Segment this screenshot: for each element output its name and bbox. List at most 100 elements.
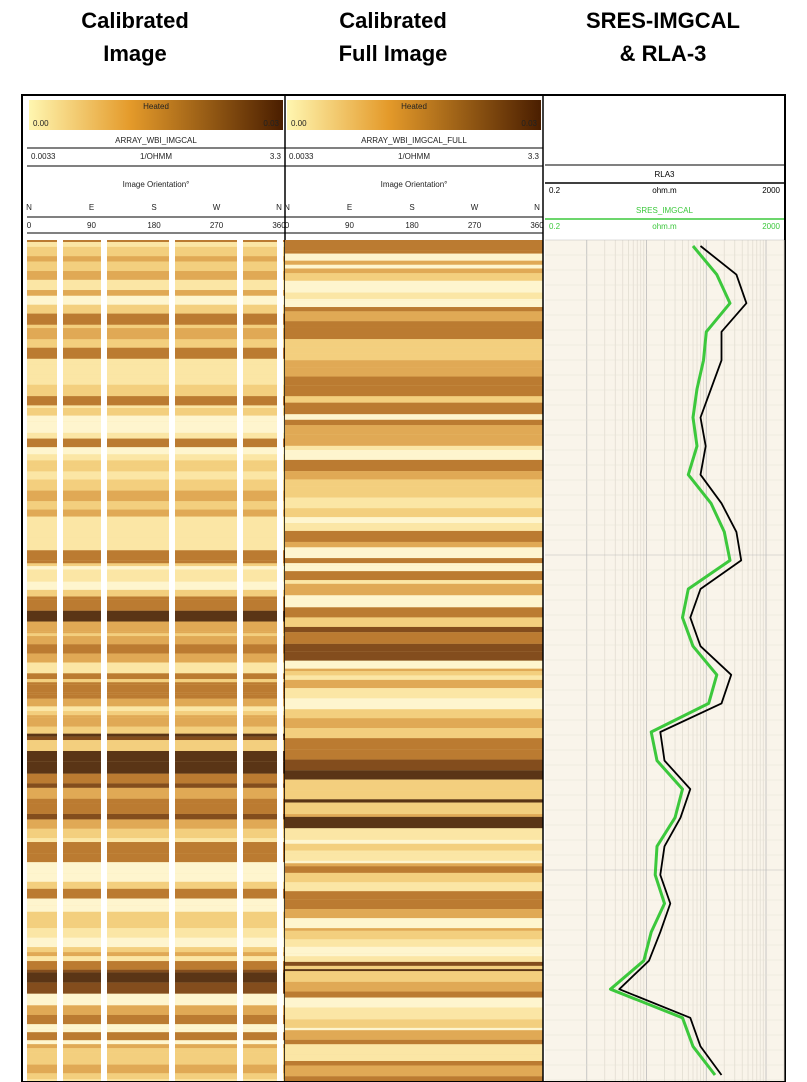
image-band xyxy=(27,246,285,257)
image-band xyxy=(285,307,543,312)
image-band xyxy=(27,881,285,889)
angle-label: 180 xyxy=(147,221,161,230)
image-band xyxy=(285,292,543,299)
image-band xyxy=(285,547,543,559)
image-band xyxy=(27,698,285,707)
image-band xyxy=(27,783,285,788)
image-band xyxy=(27,347,285,359)
image-band xyxy=(285,523,543,531)
image-band xyxy=(285,738,543,750)
image-band xyxy=(285,517,543,524)
curve-name: ARRAY_WBI_IMGCAL_FULL xyxy=(361,136,467,145)
scale-unit: ohm.m xyxy=(652,186,677,195)
image-band xyxy=(285,1065,543,1077)
image-band xyxy=(27,509,285,517)
image-band xyxy=(27,947,285,953)
image-band xyxy=(285,799,543,803)
scale-max: 2000 xyxy=(762,222,780,231)
colorbar xyxy=(287,100,541,130)
image-band xyxy=(27,706,285,712)
palette-name: Heated xyxy=(401,102,427,111)
image-band xyxy=(27,304,285,314)
image-band xyxy=(27,566,285,570)
image-band xyxy=(27,888,285,899)
direction-label: W xyxy=(213,203,221,212)
image-band xyxy=(285,930,543,940)
column-title: Calibrated xyxy=(339,8,447,33)
image-band xyxy=(27,240,285,243)
image-band xyxy=(285,770,543,780)
image-band xyxy=(285,643,543,652)
image-band xyxy=(27,374,285,379)
image-band xyxy=(27,490,285,502)
image-band xyxy=(27,563,285,567)
direction-label: N xyxy=(534,203,540,212)
image-band xyxy=(27,421,285,433)
image-band xyxy=(27,750,285,762)
image-band xyxy=(27,956,285,962)
image-band xyxy=(27,460,285,467)
image-band xyxy=(285,749,543,760)
column-title: Calibrated xyxy=(81,8,189,33)
image-band xyxy=(27,516,285,529)
image-band xyxy=(285,250,543,254)
image-band xyxy=(27,961,285,970)
image-band xyxy=(285,843,543,851)
direction-label: S xyxy=(151,203,156,212)
image-band xyxy=(285,260,543,265)
image-band xyxy=(285,679,543,689)
image-band xyxy=(285,872,543,883)
image-band xyxy=(285,486,543,498)
orientation-label: Image Orientation° xyxy=(123,180,190,189)
column-title: & RLA-3 xyxy=(620,41,707,66)
angle-label: 270 xyxy=(210,221,224,230)
image-band xyxy=(27,920,285,929)
image-band xyxy=(27,560,285,564)
image-band xyxy=(27,589,285,597)
pad-gap xyxy=(101,240,107,1081)
angle-label: 90 xyxy=(87,221,96,230)
image-band xyxy=(285,471,543,480)
image-band xyxy=(27,1014,285,1025)
image-band xyxy=(285,339,543,348)
image-band xyxy=(27,828,285,839)
image-band xyxy=(285,860,543,864)
pad-gap xyxy=(57,240,63,1081)
image-band xyxy=(285,651,543,661)
image-band xyxy=(285,718,543,729)
image-band xyxy=(285,997,543,1008)
scale-unit: ohm.m xyxy=(652,222,677,231)
image-band xyxy=(285,583,543,596)
image-band xyxy=(27,842,285,854)
image-band xyxy=(27,1044,285,1049)
image-band xyxy=(27,1073,285,1080)
image-band xyxy=(27,295,285,305)
image-band xyxy=(285,909,543,919)
image-band xyxy=(285,459,543,472)
image-band xyxy=(285,479,543,487)
image-band xyxy=(27,787,285,799)
image-band xyxy=(27,242,285,247)
image-band xyxy=(285,367,543,377)
image-band xyxy=(285,850,543,854)
image-band xyxy=(27,928,285,938)
image-band xyxy=(27,544,285,551)
image-band xyxy=(27,528,285,538)
image-band xyxy=(27,537,285,545)
direction-label: W xyxy=(471,203,479,212)
log-curve xyxy=(609,245,732,1076)
image-band xyxy=(285,396,543,403)
image-band xyxy=(285,899,543,910)
image-band xyxy=(285,790,543,800)
image-band xyxy=(27,673,285,680)
image-band xyxy=(285,508,543,518)
log-curve xyxy=(618,245,748,1076)
image-band xyxy=(285,565,543,572)
image-band xyxy=(285,617,543,627)
image-band xyxy=(27,937,285,948)
image-band xyxy=(27,471,285,480)
image-band xyxy=(27,378,285,385)
image-band xyxy=(27,550,285,561)
image-band xyxy=(285,1019,543,1028)
